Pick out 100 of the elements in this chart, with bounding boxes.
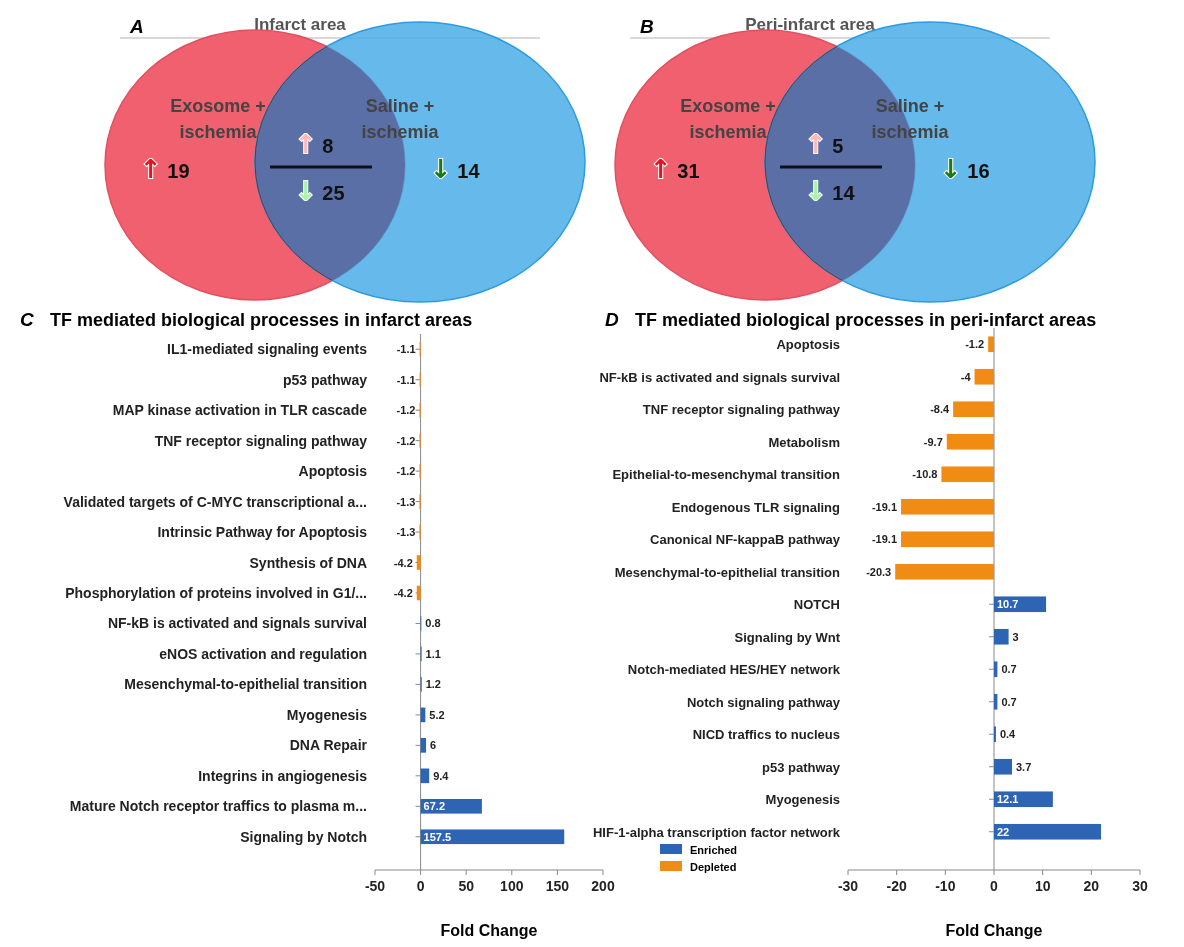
y-tick-label: Signaling by Wnt xyxy=(734,629,841,645)
data-label: -1.2 xyxy=(965,338,985,351)
y-tick-label: Validated targets of C-MYC transcriptional a... xyxy=(63,493,367,510)
text: ↑ 19 xyxy=(140,154,190,184)
data-label: -1.1 xyxy=(396,343,416,356)
chart-title: TF mediated biological processes in infarct areas xyxy=(50,310,473,330)
y-tick-label: Notch-mediated HES/HEY network xyxy=(627,662,841,678)
bar xyxy=(994,693,998,710)
x-tick-label: 0 xyxy=(416,878,425,894)
data-label: -1.2 xyxy=(396,404,416,417)
y-tick-label: Mesenchymal-to-epithelial transition xyxy=(614,564,841,580)
y-tick-label: Mature Notch receptor traffics to plasma m... xyxy=(69,798,367,815)
bar xyxy=(420,798,482,814)
bar xyxy=(901,531,994,548)
data-label: 12.1 xyxy=(997,793,1019,806)
category-label: Exosome + ischemia xyxy=(680,96,776,142)
data-label: 67.2 xyxy=(423,800,446,813)
y-tick-label: NICD traffics to nucleus xyxy=(692,727,840,743)
y-tick-label: Myogenesis xyxy=(765,792,840,808)
data-label: -1.2 xyxy=(396,465,416,478)
x-axis-title: Fold Change xyxy=(945,922,1043,939)
x-tick-label: 50 xyxy=(458,878,475,894)
data-label: -4.2 xyxy=(393,556,413,569)
x-tick-label: 100 xyxy=(500,878,524,894)
x-tick-label: 10 xyxy=(1034,878,1051,894)
chart-title: TF mediated biological processes in peri-infarct areas xyxy=(635,310,1097,330)
y-tick-label: Integrins in angiogenesis xyxy=(198,767,368,784)
data-label: 6 xyxy=(430,739,437,752)
bar xyxy=(416,585,421,601)
data-label: -1.3 xyxy=(396,526,416,539)
data-label: -9.7 xyxy=(923,435,943,448)
y-tick-label: NF-kB is activated and signals survival xyxy=(107,615,367,632)
category-label: Saline + ischemia xyxy=(361,96,440,142)
bar xyxy=(994,661,998,678)
y-tick-label: Mesenchymal-to-epithelial transition xyxy=(124,676,367,693)
text: ↑ 5 xyxy=(805,129,844,159)
text: Infarct area xyxy=(254,15,347,34)
text: ↓ 14 xyxy=(805,176,856,206)
bar xyxy=(420,768,430,784)
x-tick-label: -30 xyxy=(837,878,859,894)
y-tick-label: IL1-mediated signaling events xyxy=(167,341,368,358)
data-label: 22 xyxy=(997,825,1010,838)
legend-label: Enriched xyxy=(690,844,738,856)
category-label: Saline + ischemia xyxy=(871,96,950,142)
y-tick-label: Canonical NF-kappaB pathway xyxy=(650,532,841,548)
data-label: -19.1 xyxy=(871,500,898,513)
x-tick-label: 30 xyxy=(1132,878,1148,894)
x-tick-label: -20 xyxy=(886,878,907,894)
bar xyxy=(895,563,994,580)
data-label: -8.4 xyxy=(930,403,950,416)
y-tick-label: DNA Repair xyxy=(289,737,368,754)
text: ↑ 31 xyxy=(650,154,700,184)
data-label: -4 xyxy=(960,370,972,383)
data-label: 3 xyxy=(1012,630,1019,643)
x-axis-title: Fold Change xyxy=(440,922,538,939)
y-tick-label: eNOS activation and regulation xyxy=(159,645,367,662)
text: ↑ 8 xyxy=(295,129,334,159)
y-tick-label: Synthesis of DNA xyxy=(249,554,367,571)
bar xyxy=(420,738,427,753)
text: B xyxy=(640,16,654,37)
bar xyxy=(420,829,565,845)
y-tick-label: Metabolism xyxy=(768,434,840,450)
data-label: 0.7 xyxy=(1001,663,1017,676)
y-tick-label: TNF receptor signaling pathway xyxy=(642,402,841,418)
bar xyxy=(901,498,994,515)
data-label: 10.7 xyxy=(997,598,1019,611)
text: ↓ 16 xyxy=(940,154,990,184)
bar xyxy=(941,466,994,483)
y-tick-label: Signaling by Notch xyxy=(240,828,367,845)
bar xyxy=(953,401,994,418)
y-tick-label: Phosphorylation of proteins involved in G1/... xyxy=(65,585,367,601)
data-label: -20.3 xyxy=(866,565,892,578)
y-tick-label: Apoptosis xyxy=(298,463,368,480)
bar xyxy=(994,596,1047,613)
text: ↓ 25 xyxy=(295,176,345,206)
y-tick-label: MAP kinase activation in TLR cascade xyxy=(112,402,368,419)
x-tick-label: -10 xyxy=(935,878,956,894)
data-label: 3.7 xyxy=(1016,760,1032,773)
data-label: 1.2 xyxy=(425,678,441,691)
text: ↓ 14 xyxy=(430,154,481,184)
data-label: -19.1 xyxy=(871,533,898,546)
data-label: 0.8 xyxy=(425,617,441,630)
data-label: 0.4 xyxy=(999,728,1017,741)
x-tick-label: 20 xyxy=(1083,878,1100,894)
data-label: -4.2 xyxy=(393,587,413,599)
data-label: -1.2 xyxy=(396,434,416,447)
legend-label: Depleted xyxy=(690,861,737,873)
y-tick-label: Notch signaling pathway xyxy=(686,694,841,710)
text: C xyxy=(20,309,34,330)
data-label: 1.1 xyxy=(425,647,441,660)
data-label: 9.4 xyxy=(433,769,450,782)
bar xyxy=(988,336,994,353)
bar xyxy=(994,628,1009,645)
x-tick-label: 200 xyxy=(591,878,615,894)
data-label: 157.5 xyxy=(423,830,452,843)
bar xyxy=(946,433,994,450)
y-tick-label: NF-kB is activated and signals survival xyxy=(599,369,840,385)
y-tick-label: Apoptosis xyxy=(776,337,840,353)
data-label: 5.2 xyxy=(429,708,445,721)
bar xyxy=(994,758,1013,775)
